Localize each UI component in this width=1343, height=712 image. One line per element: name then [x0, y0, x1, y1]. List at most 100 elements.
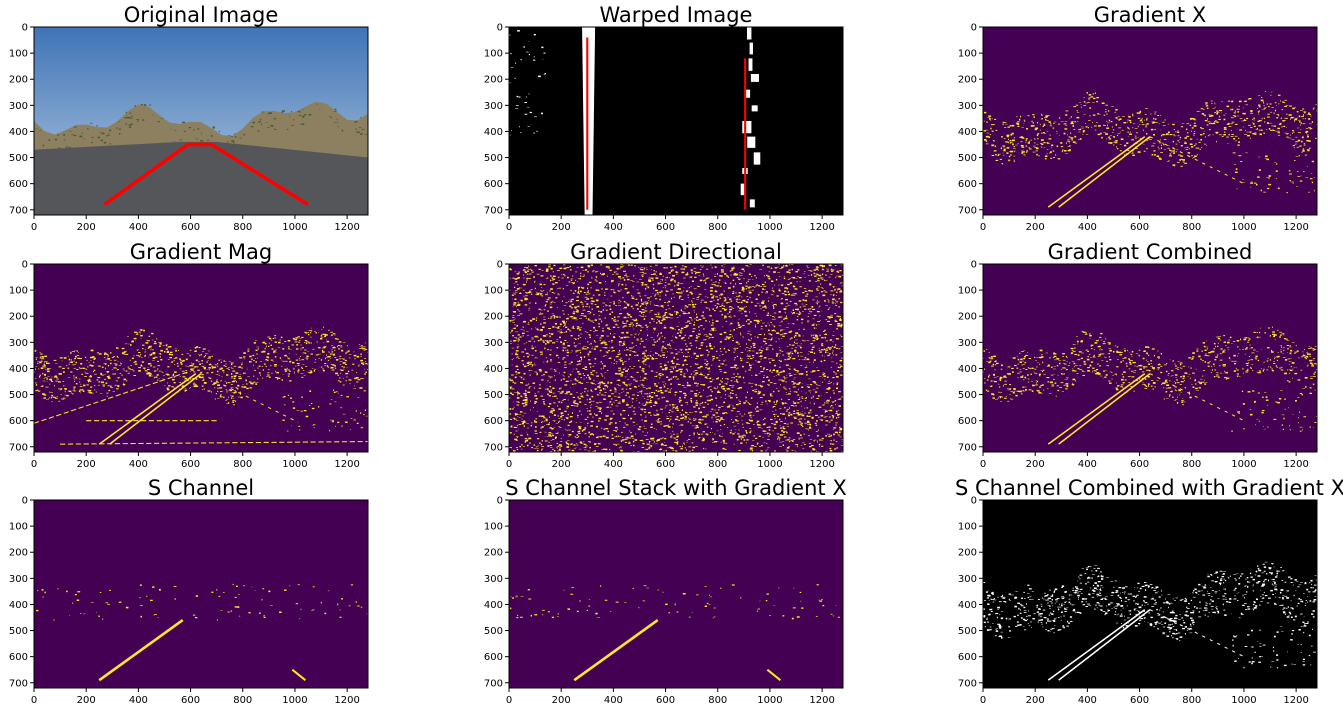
y-tick-label: 100: [958, 286, 977, 297]
x-tick-label: 0: [506, 459, 512, 470]
x-tick-label: 1200: [334, 695, 359, 706]
x-tick-label: 600: [1130, 459, 1149, 470]
image-background: [34, 500, 368, 688]
y-tick-label: 400: [958, 364, 977, 375]
x-tick-label: 1000: [757, 695, 782, 706]
axes-frame: [982, 263, 1318, 453]
y-tick-label: 200: [484, 312, 503, 323]
subplot-title: Gradient X: [1094, 3, 1206, 27]
y-tick-label: 200: [484, 548, 503, 559]
x-tick-label: 200: [77, 695, 96, 706]
y-tick-label: 100: [484, 49, 503, 60]
axes-frame: [982, 26, 1318, 216]
axes-frame: [508, 263, 844, 453]
y-tick-label: 600: [9, 652, 28, 663]
y-tick-label: 700: [9, 442, 28, 453]
y-tick-label: 300: [958, 574, 977, 585]
lane-polygon: [103, 142, 309, 207]
edge-pixels: [983, 326, 1317, 406]
x-tick-label: 200: [552, 459, 571, 470]
s-noise: [510, 584, 840, 620]
subplot-2: Warped Image 0 200 400 600 800 1000 1200 0 100 200…: [484, 3, 844, 233]
x-tick-label: 800: [708, 459, 727, 470]
y-tick-label: 200: [958, 548, 977, 559]
x-tick-label: 1200: [334, 459, 359, 470]
y-tick-label: 500: [958, 626, 977, 637]
y-tick-label: 400: [9, 364, 28, 375]
y-tick-label: 100: [9, 522, 28, 533]
y-tick-label: 200: [484, 75, 503, 86]
y-tick-label: 0: [22, 496, 28, 507]
s-lane-left: [98, 619, 184, 682]
y-tick-label: 0: [971, 23, 977, 34]
x-tick-label: 600: [181, 695, 200, 706]
y-tick-label: 300: [958, 338, 977, 349]
image-background: [983, 27, 1317, 215]
x-tick-label: 200: [1026, 222, 1045, 233]
y-tick-label: 100: [484, 522, 503, 533]
image-area: [983, 264, 1317, 452]
lane-edge-left: [1047, 373, 1151, 445]
subplot-title: Warped Image: [600, 3, 753, 27]
right-noise: [1231, 389, 1317, 432]
road: [34, 141, 368, 215]
subplot-3: Gradient X 0 200 400 600 800 1000 1200 0 100 200 30…: [958, 3, 1318, 233]
y-tick-label: 0: [971, 496, 977, 507]
x-tick-label: 0: [31, 695, 37, 706]
subplot-title: Original Image: [124, 3, 279, 27]
subplot-1: Original Image 0 200 400 600 800 1000 1200 0 100 2…: [9, 3, 369, 233]
y-tick-label: 600: [9, 416, 28, 427]
y-tick-label: 600: [958, 416, 977, 427]
y-tick-label: 200: [9, 75, 28, 86]
image-area: [983, 27, 1317, 215]
x-tick-label: 400: [1078, 222, 1097, 233]
image-content: [509, 27, 761, 215]
image-background: [34, 264, 368, 452]
y-tick-label: 200: [9, 312, 28, 323]
y-tick-label: 600: [958, 179, 977, 190]
y-tick-label: 700: [958, 205, 977, 216]
x-tick-label: 600: [181, 459, 200, 470]
x-tick-label: 1000: [1231, 222, 1256, 233]
subplot-title: S Channel: [148, 476, 254, 500]
lane-edge-left: [98, 373, 202, 445]
image-area: [983, 500, 1317, 688]
y-tick-label: 700: [9, 678, 28, 689]
image-content: [510, 584, 840, 682]
x-tick-label: 600: [656, 222, 675, 233]
x-tick-label: 1000: [282, 459, 307, 470]
y-tick-label: 400: [484, 364, 503, 375]
subplot-title: S Channel Combined with Gradient X: [955, 476, 1343, 500]
image-area: [509, 500, 843, 688]
y-tick-label: 0: [497, 260, 503, 271]
y-tick-label: 700: [958, 442, 977, 453]
image-area: [34, 27, 368, 215]
lane-edge-left: [1047, 609, 1151, 681]
y-tick-label: 500: [958, 153, 977, 164]
x-tick-label: 1000: [282, 222, 307, 233]
y-tick-label: 0: [497, 496, 503, 507]
y-tick-label: 100: [484, 286, 503, 297]
x-tick-label: 1000: [757, 459, 782, 470]
x-tick-label: 200: [77, 222, 96, 233]
y-tick-label: 600: [484, 416, 503, 427]
x-tick-label: 1000: [757, 222, 782, 233]
warped-left-lane: [582, 27, 596, 215]
image-content: [983, 91, 1317, 208]
y-tick-label: 200: [958, 75, 977, 86]
y-tick-label: 500: [484, 153, 503, 164]
image-content: [983, 326, 1317, 445]
y-tick-label: 100: [9, 49, 28, 60]
y-tick-label: 600: [484, 652, 503, 663]
subplot-8: S Channel Stack with Gradient X0 200 400 60…: [484, 476, 847, 706]
y-tick-label: 400: [484, 127, 503, 138]
s-lane-left: [573, 619, 659, 682]
y-tick-label: 100: [958, 522, 977, 533]
subplot-title: Gradient Directional: [570, 240, 782, 264]
y-tick-label: 0: [971, 260, 977, 271]
lane-edge-left: [1047, 136, 1151, 208]
y-tick-label: 400: [958, 600, 977, 611]
x-tick-label: 400: [604, 459, 623, 470]
lane-edge-right: [200, 373, 296, 422]
y-tick-label: 700: [484, 678, 503, 689]
